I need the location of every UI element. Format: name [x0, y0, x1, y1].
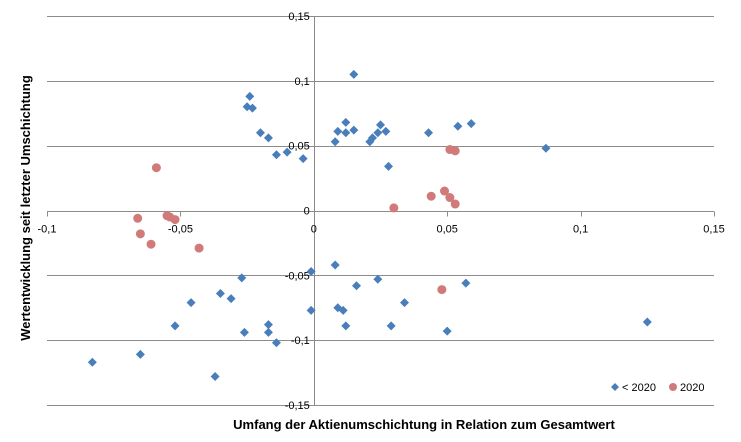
y-tick-label: -0,15 — [285, 400, 310, 412]
data-point-diamond — [642, 317, 652, 327]
x-tick-label: -0,05 — [168, 224, 193, 236]
data-point-diamond — [373, 274, 383, 284]
legend-item-series-1: < 2020 — [611, 382, 656, 394]
data-point-diamond — [424, 128, 434, 138]
data-point-diamond — [247, 103, 257, 113]
data-point-diamond — [210, 371, 220, 381]
data-point-diamond — [263, 327, 273, 337]
axes — [47, 16, 715, 405]
data-point-circle — [440, 186, 450, 196]
data-point-diamond — [341, 321, 351, 331]
data-points — [87, 69, 652, 381]
y-tick-label: 0 — [304, 206, 310, 218]
data-point-diamond — [306, 266, 316, 276]
data-point-diamond — [271, 150, 281, 160]
data-point-diamond — [271, 338, 281, 348]
x-tick-label: 0,05 — [436, 224, 457, 236]
data-point-diamond — [341, 117, 351, 127]
legend-marker-circle — [669, 383, 677, 391]
legend-item-series-2: 2020 — [669, 382, 704, 394]
data-point-diamond — [541, 143, 551, 153]
data-point-diamond — [186, 298, 196, 308]
data-point-circle — [445, 193, 455, 203]
data-point-diamond — [453, 121, 463, 131]
data-point-diamond — [367, 133, 377, 143]
data-point-diamond — [239, 327, 249, 337]
legend: < 2020 2020 — [611, 382, 704, 394]
data-point-diamond — [384, 161, 394, 171]
y-tick-label: 0,15 — [288, 11, 309, 23]
y-tick-label: 0,05 — [288, 141, 309, 153]
data-point-diamond — [330, 260, 340, 270]
data-point-diamond — [442, 326, 452, 336]
x-tick-label: 0 — [311, 224, 317, 236]
data-point-diamond — [351, 281, 361, 291]
data-point-circle — [135, 229, 145, 239]
data-point-diamond — [255, 128, 265, 138]
data-point-diamond — [349, 69, 359, 79]
data-point-circle — [151, 163, 161, 173]
data-point-diamond — [461, 278, 471, 288]
data-point-circle — [133, 213, 143, 223]
legend-label-series-2: 2020 — [680, 382, 704, 394]
data-point-diamond — [400, 298, 410, 308]
data-point-diamond — [170, 321, 180, 331]
data-point-circle — [194, 243, 204, 253]
data-point-diamond — [376, 120, 385, 130]
gridlines — [47, 16, 714, 406]
data-point-diamond — [87, 357, 97, 367]
x-tick-label: -0,1 — [38, 224, 57, 236]
x-tick-labels: -0,1 -0,05 0 0,05 0,1 0,15 — [38, 224, 725, 236]
x-tick-label: 0,1 — [573, 224, 588, 236]
x-axis-title: Umfang der Aktienumschichtung in Relatio… — [233, 417, 615, 432]
data-point-circle — [170, 215, 180, 225]
y-tick-label: 0,1 — [295, 76, 310, 88]
data-point-diamond — [237, 273, 247, 283]
data-point-diamond — [381, 126, 391, 136]
legend-label-series-1: < 2020 — [622, 382, 656, 394]
y-axis-title: Wertentwicklung seit letzter Umschichtun… — [18, 75, 33, 341]
legend-marker-diamond — [611, 383, 619, 391]
data-point-diamond — [338, 305, 348, 315]
data-point-diamond — [226, 294, 236, 304]
data-point-diamond — [466, 119, 476, 129]
data-point-diamond — [215, 288, 225, 298]
data-point-diamond — [333, 126, 343, 136]
data-point-diamond — [282, 147, 292, 157]
data-point-circle — [146, 239, 156, 249]
data-point-diamond — [298, 154, 308, 164]
data-point-circle — [450, 199, 460, 209]
data-point-circle — [450, 146, 460, 156]
data-point-diamond — [306, 305, 316, 315]
y-tick-labels: -0,15 -0,1 -0,05 0 0,05 0,1 0,15 — [285, 11, 310, 412]
data-point-diamond — [330, 137, 340, 147]
data-point-diamond — [135, 349, 145, 359]
y-tick-label: -0,1 — [291, 335, 310, 347]
data-point-diamond — [263, 133, 273, 143]
data-point-diamond — [386, 321, 396, 331]
x-tick-label: 0,15 — [703, 224, 724, 236]
data-point-diamond — [245, 91, 255, 101]
data-point-circle — [426, 191, 436, 201]
data-point-diamond — [341, 128, 351, 138]
data-point-diamond — [349, 125, 359, 135]
data-point-diamond — [373, 128, 383, 138]
data-point-circle — [389, 203, 399, 213]
data-point-circle — [437, 285, 447, 295]
data-point-diamond — [263, 320, 273, 330]
y-tick-label: -0,05 — [285, 270, 310, 282]
